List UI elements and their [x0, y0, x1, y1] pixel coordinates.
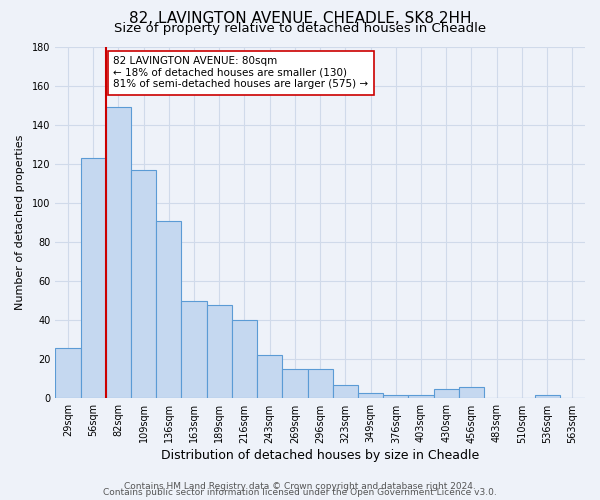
Bar: [257, 356, 283, 399]
Bar: [80, 158, 106, 398]
Bar: [308, 369, 333, 398]
Bar: [106, 107, 131, 399]
Bar: [459, 386, 484, 398]
X-axis label: Distribution of detached houses by size in Cheadle: Distribution of detached houses by size …: [161, 450, 479, 462]
Text: Contains public sector information licensed under the Open Government Licence v3: Contains public sector information licen…: [103, 488, 497, 497]
Bar: [181, 300, 206, 398]
Bar: [383, 394, 409, 398]
Text: Contains HM Land Registry data © Crown copyright and database right 2024.: Contains HM Land Registry data © Crown c…: [124, 482, 476, 491]
Bar: [434, 388, 459, 398]
Y-axis label: Number of detached properties: Number of detached properties: [15, 135, 25, 310]
Bar: [283, 369, 308, 398]
Bar: [535, 394, 560, 398]
Bar: [131, 170, 156, 398]
Bar: [333, 385, 358, 398]
Bar: [358, 392, 383, 398]
Text: 82 LAVINGTON AVENUE: 80sqm
← 18% of detached houses are smaller (130)
81% of sem: 82 LAVINGTON AVENUE: 80sqm ← 18% of deta…: [113, 56, 368, 90]
Bar: [206, 304, 232, 398]
Bar: [232, 320, 257, 398]
Bar: [156, 220, 181, 398]
Bar: [409, 394, 434, 398]
Bar: [55, 348, 80, 399]
Text: Size of property relative to detached houses in Cheadle: Size of property relative to detached ho…: [114, 22, 486, 35]
Text: 82, LAVINGTON AVENUE, CHEADLE, SK8 2HH: 82, LAVINGTON AVENUE, CHEADLE, SK8 2HH: [129, 11, 471, 26]
